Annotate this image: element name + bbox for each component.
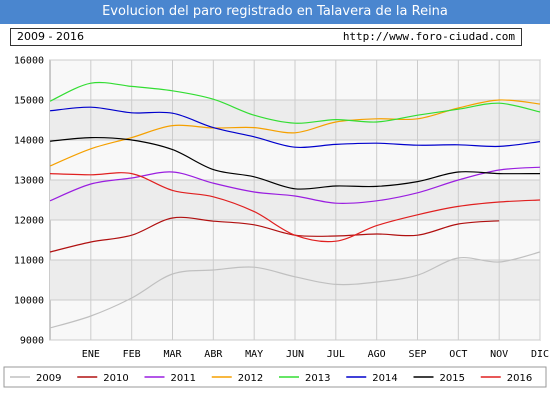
grid-lines [50, 59, 541, 341]
series-line-2014 [49, 106, 541, 149]
series-line-2013 [49, 81, 541, 124]
x-tick-label: ABR [204, 349, 223, 360]
x-tick-label: SEP [408, 349, 426, 360]
series-line-2016 [49, 172, 541, 243]
y-axis: 9000 10000 11000 12000 13000 14000 15000 16000 [14, 56, 44, 347]
chart-title: Evolucion del paro registrado en Talaver… [0, 0, 550, 24]
legend-label-2015: 2015 [440, 373, 465, 384]
legend: 2009 2010 2011 2012 2013 2014 2015 2016 [3, 366, 547, 388]
x-axis: ENE FEB MAR ABR MAY JUN JUL AGO SEP OCT NOV DIC [82, 349, 549, 360]
y-tick-label: 10000 [14, 296, 44, 307]
series-line-2012 [49, 99, 541, 167]
source-url: http://www.foro-ciudad.com [342, 30, 515, 43]
legend-label-2010: 2010 [103, 373, 128, 384]
y-tick-label: 16000 [14, 56, 44, 67]
series-line-2010 [49, 216, 500, 253]
y-tick-label: 13000 [14, 176, 44, 187]
x-tick-label: MAR [163, 349, 182, 360]
x-tick-label: NOV [490, 349, 508, 360]
x-tick-label: MAY [245, 349, 263, 360]
y-tick-label: 9000 [20, 336, 44, 347]
period-label: 2009 - 2016 [17, 30, 84, 43]
x-tick-label: FEB [123, 349, 141, 360]
series-line-2011 [49, 166, 541, 205]
x-tick-label: DIC [531, 349, 549, 360]
legend-label-2016: 2016 [507, 373, 532, 384]
x-tick-label: ENE [82, 349, 100, 360]
y-tick-label: 15000 [14, 96, 44, 107]
y-tick-label: 14000 [14, 136, 44, 147]
legend-label-2011: 2011 [171, 373, 196, 384]
legend-label-2012: 2012 [238, 373, 263, 384]
x-tick-label: AGO [368, 349, 386, 360]
info-box: 2009 - 2016 http://www.foro-ciudad.com [10, 28, 522, 46]
series-line-2009 [49, 251, 541, 329]
legend-label-2013: 2013 [305, 373, 330, 384]
series-lines [49, 81, 541, 329]
series-line-2015 [49, 136, 541, 190]
legend-label-2014: 2014 [372, 373, 397, 384]
y-tick-label: 12000 [14, 216, 44, 227]
legend-label-2009: 2009 [36, 373, 61, 384]
x-tick-label: JUN [286, 349, 304, 360]
x-tick-label: JUL [327, 349, 345, 360]
y-tick-label: 11000 [14, 256, 44, 267]
legend-box [3, 366, 547, 388]
x-tick-label: OCT [449, 349, 467, 360]
